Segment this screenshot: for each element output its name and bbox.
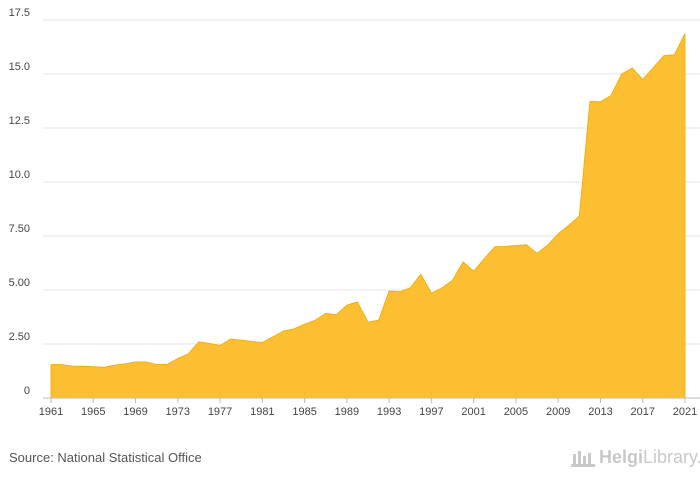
x-tick-label: 2017 [630, 406, 654, 418]
grid-lines [43, 19, 700, 345]
x-tick-label: 1993 [377, 406, 401, 418]
y-tick-label: 0 [24, 385, 30, 397]
x-tick-label: 1989 [335, 406, 359, 418]
x-tick-label: 1961 [39, 406, 63, 418]
source-note: Source: National Statistical Office [9, 450, 202, 465]
y-tick-label: 15.0 [9, 61, 30, 73]
area-series [50, 33, 686, 399]
x-tick-labels: 1961 1965 1969 1973 1977 1981 1985 1989 1993 1997… [39, 398, 697, 418]
x-tick-label: 1965 [81, 406, 105, 418]
x-tick-label: 1997 [419, 406, 443, 418]
y-tick-label: 5.00 [9, 277, 30, 289]
y-tick-label: 2.50 [9, 331, 30, 343]
helgi-library-logo: Helgi Library. [570, 447, 700, 468]
x-tick-label: 2001 [461, 406, 485, 418]
x-tick-label: 1973 [166, 406, 190, 418]
y-tick-label: 12.5 [9, 115, 30, 127]
x-tick-label: 1977 [208, 406, 232, 418]
brand-name-light: Library. [643, 447, 700, 467]
x-tick-label: 2005 [504, 406, 528, 418]
y-tick-labels: 0 2.50 5.00 7.50 10.0 12.5 15.0 17.5 [9, 7, 30, 397]
x-tick-label: 2009 [546, 406, 570, 418]
library-icon [571, 450, 595, 467]
x-tick-label: 1969 [123, 406, 147, 418]
x-tick-label: 1985 [292, 406, 316, 418]
y-tick-label: 7.50 [9, 223, 30, 235]
y-tick-label: 10.0 [9, 169, 30, 181]
brand-name-bold: Helgi [599, 447, 644, 467]
x-tick-label: 2021 [673, 406, 697, 418]
x-tick-label: 2013 [588, 406, 612, 418]
x-tick-label: 1981 [250, 406, 274, 418]
y-tick-label: 17.5 [9, 7, 30, 19]
